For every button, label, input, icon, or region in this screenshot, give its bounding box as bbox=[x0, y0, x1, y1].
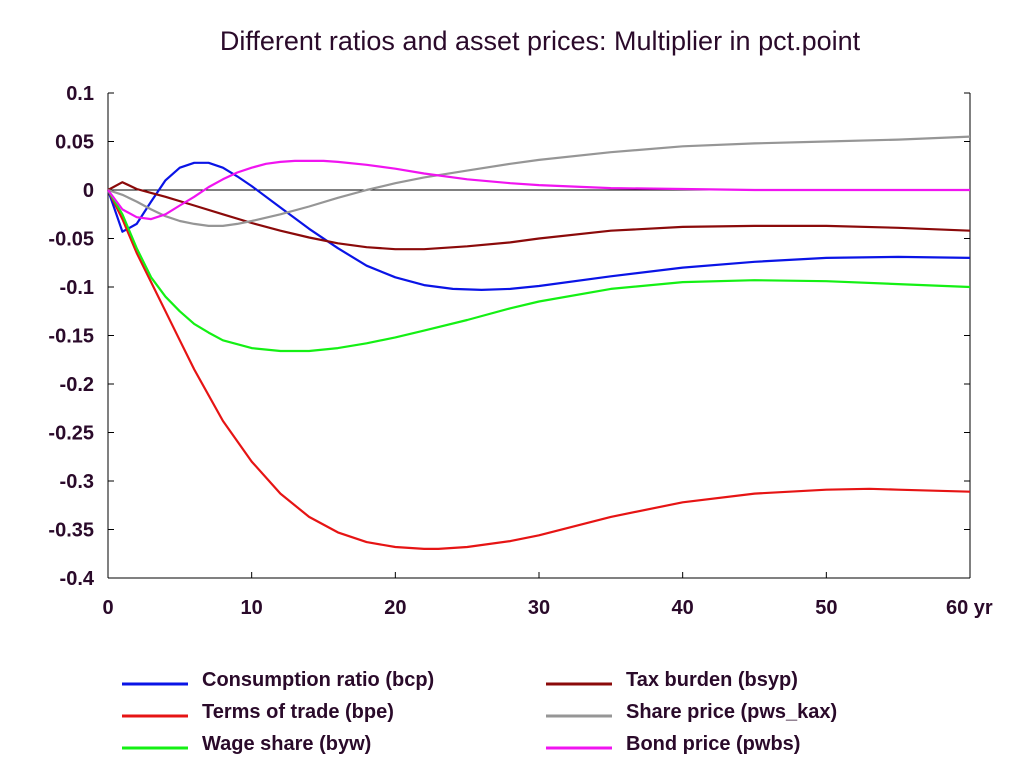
y-tick-label: -0.15 bbox=[48, 326, 94, 348]
chart-title: Different ratios and asset prices: Multi… bbox=[220, 26, 861, 56]
y-tick-label: -0.25 bbox=[48, 423, 94, 445]
legend-label-1: Terms of trade (bpe) bbox=[202, 701, 394, 723]
y-tick-label: 0 bbox=[83, 180, 94, 202]
y-tick-label: -0.35 bbox=[48, 520, 94, 542]
series-line-3 bbox=[107, 181, 971, 251]
legend-label-5: Bond price (pwbs) bbox=[626, 733, 800, 755]
y-tick-label: 0.05 bbox=[55, 132, 94, 154]
series-line-0 bbox=[106, 161, 971, 291]
x-tick-label: 20 bbox=[384, 597, 406, 619]
legend-label-0: Consumption ratio (bcp) bbox=[202, 669, 434, 691]
x-tick-label: 40 bbox=[672, 597, 694, 619]
y-tick-label: -0.1 bbox=[60, 277, 94, 299]
legend-label-4: Share price (pws_kax) bbox=[626, 701, 837, 723]
x-tick-label: 0 bbox=[102, 597, 113, 619]
series-line-2 bbox=[107, 189, 971, 353]
y-tick-label: -0.4 bbox=[60, 568, 95, 590]
x-tick-label: 50 bbox=[815, 597, 837, 619]
y-tick-label: -0.3 bbox=[60, 471, 94, 493]
x-tick-label: 30 bbox=[528, 597, 550, 619]
y-tick-label: 0.1 bbox=[66, 83, 94, 105]
legend-label-3: Tax burden (bsyp) bbox=[626, 669, 798, 691]
series-line-1 bbox=[107, 189, 971, 551]
x-tick-label: 10 bbox=[241, 597, 263, 619]
series-line-4 bbox=[107, 135, 971, 227]
legend-label-2: Wage share (byw) bbox=[202, 733, 371, 755]
series-line-5 bbox=[107, 159, 970, 221]
y-tick-label: -0.05 bbox=[48, 229, 94, 251]
y-tick-label: -0.2 bbox=[60, 374, 94, 396]
x-tick-label: 60 yr bbox=[946, 597, 993, 619]
